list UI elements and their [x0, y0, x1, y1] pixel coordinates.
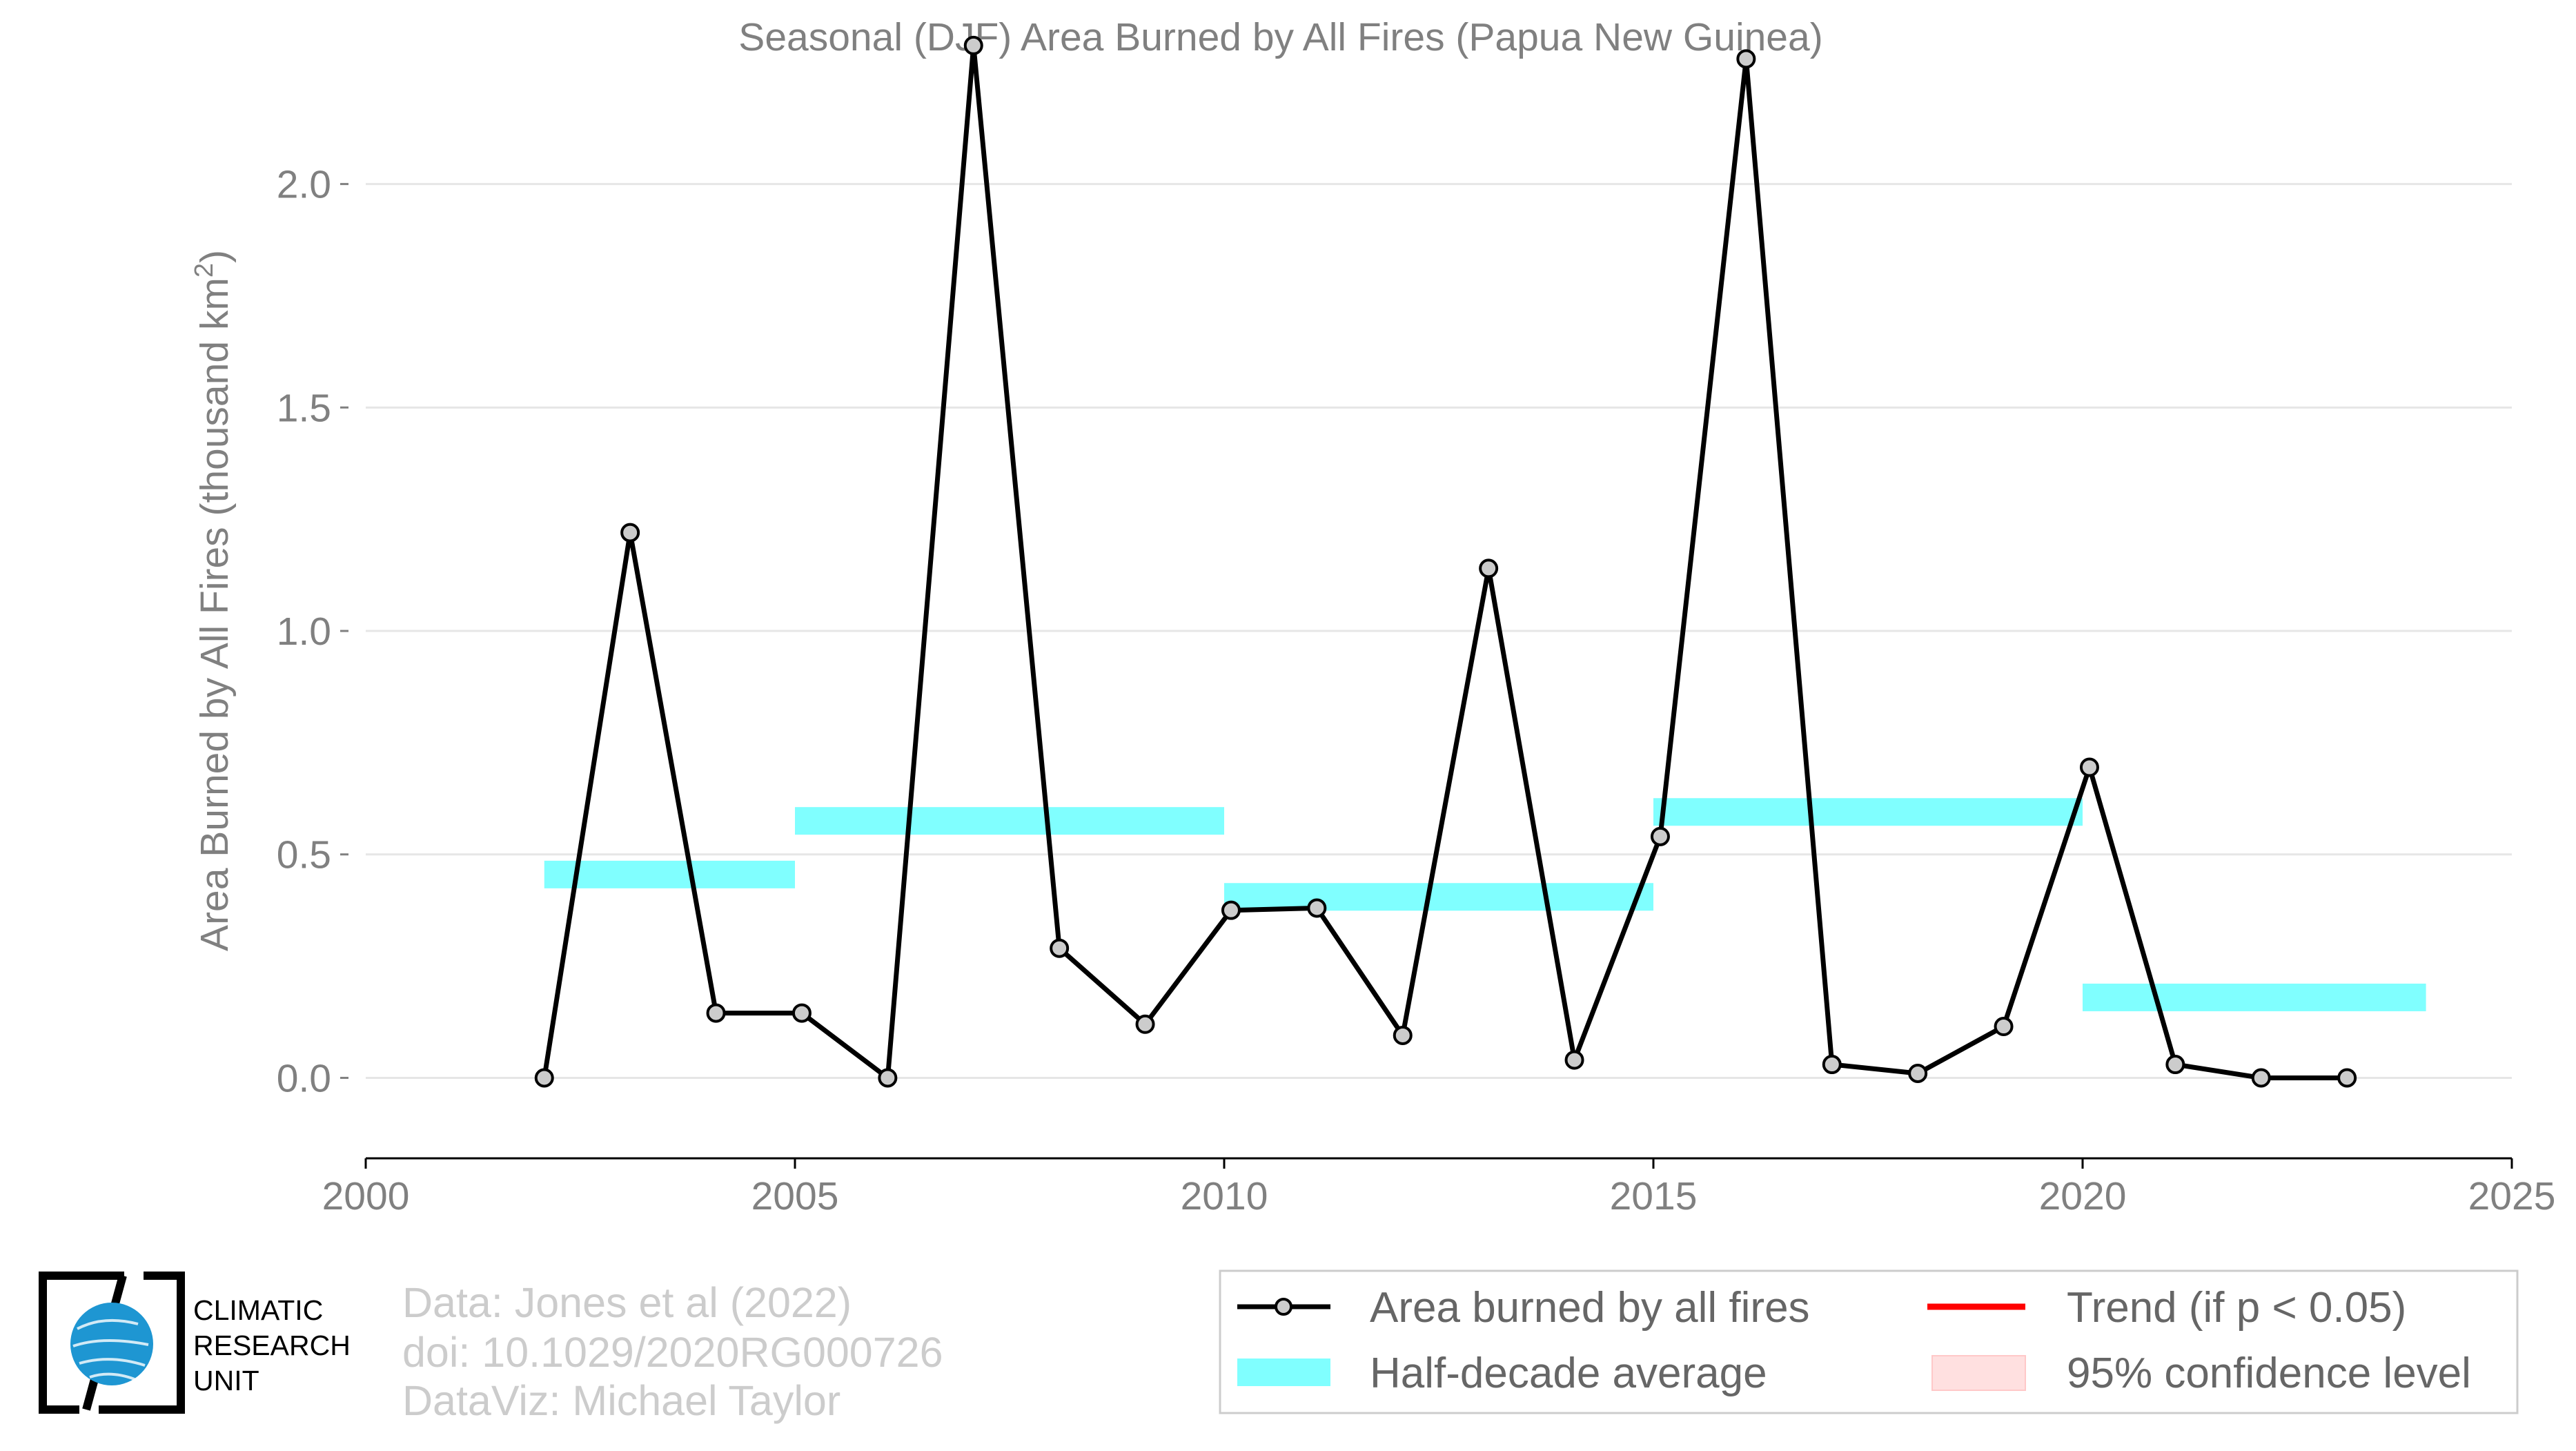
data-point-marker: [1822, 1055, 1842, 1075]
legend-half-decade-icon: [1237, 1359, 1330, 1386]
cru-logo: CLIMATIC RESEARCH UNIT: [39, 1272, 351, 1414]
data-point-marker: [706, 1003, 726, 1023]
logo-text-research: RESEARCH: [193, 1330, 351, 1361]
chart-title: Seasonal (DJF) Area Burned by All Fires …: [738, 15, 1822, 59]
data-point-marker: [878, 1068, 898, 1088]
legend-marker-icon: [1275, 1298, 1292, 1316]
y-axis-label-main: Area Burned by All Fires (thousand km: [193, 277, 237, 951]
x-tick-label: 2000: [322, 1174, 410, 1218]
x-tick-label: 2015: [1610, 1174, 1698, 1218]
data-point-marker: [792, 1003, 812, 1023]
credit-data-source: Data: Jones et al (2022): [402, 1279, 852, 1326]
x-tick-label: 2005: [751, 1174, 839, 1218]
series-markers: [534, 35, 2357, 1088]
logo-text-unit: UNIT: [193, 1365, 259, 1396]
half-decade-average-bars: [544, 798, 2426, 1011]
legend-label-confidence: 95% confidence level: [2067, 1350, 2471, 1397]
data-point-marker: [963, 35, 983, 55]
data-point-marker: [1221, 900, 1241, 920]
logo-text-climatic: CLIMATIC: [193, 1294, 323, 1326]
data-point-marker: [1908, 1063, 1928, 1083]
y-tick-label: 2.0: [277, 163, 331, 207]
data-point-marker: [1393, 1025, 1413, 1045]
data-point-marker: [534, 1068, 554, 1088]
y-axis-label: Area Burned by All Fires (thousand km2): [190, 250, 237, 951]
x-tick-label: 2020: [2039, 1174, 2127, 1218]
legend-confidence-icon: [1931, 1355, 2026, 1391]
data-point-marker: [2251, 1068, 2271, 1088]
data-point-marker: [1479, 558, 1499, 578]
data-point-marker: [1994, 1017, 2014, 1037]
half-decade-average-bar: [1224, 883, 1653, 911]
data-point-marker: [1650, 826, 1670, 846]
legend-label-area-burned: Area burned by all fires: [1370, 1284, 1810, 1332]
x-tick-label: 2010: [1181, 1174, 1268, 1218]
legend: Area burned by all fires Trend (if p < 0…: [1219, 1269, 2519, 1414]
data-point-marker: [1736, 49, 1756, 69]
y-tick-label: 1.5: [277, 386, 331, 430]
logo-left-bracket: [39, 1272, 124, 1414]
gridlines: [366, 183, 2512, 1079]
legend-label-trend: Trend (if p < 0.05): [2067, 1284, 2406, 1332]
data-point-marker: [2337, 1068, 2357, 1088]
y-axis-label-close: ): [193, 250, 237, 263]
series-line: [542, 43, 2348, 1080]
legend-box: [1219, 1269, 2519, 1414]
data-point-marker: [620, 523, 640, 543]
x-axis-ticks: 2000 2005 2010 2015 2020 2025: [322, 1158, 2556, 1218]
y-tick-label: 0.0: [277, 1056, 331, 1100]
data-point-marker: [1307, 898, 1327, 918]
logo-right-bracket: [99, 1272, 185, 1414]
data-point-marker: [1564, 1050, 1584, 1070]
half-decade-average-bar: [2083, 983, 2426, 1011]
half-decade-average-bar: [795, 807, 1224, 835]
area-burned-line: [542, 43, 2348, 1080]
legend-label-half-decade: Half-decade average: [1370, 1350, 1767, 1397]
data-point-marker: [1050, 938, 1070, 958]
x-tick-label: 2025: [2468, 1174, 2556, 1218]
data-point-marker: [2079, 757, 2099, 777]
data-point-marker: [1135, 1014, 1155, 1034]
y-tick-label: 0.5: [277, 833, 331, 877]
y-tick-label: 1.0: [277, 610, 331, 654]
data-point-marker: [2165, 1055, 2185, 1075]
half-decade-average-bar: [544, 860, 795, 888]
credit-doi: doi: 10.1029/2020RG000726: [402, 1329, 943, 1376]
credit-dataviz: DataViz: Michael Taylor: [402, 1377, 840, 1424]
globe-lines: [72, 1318, 149, 1381]
y-axis-label-superscript: 2: [190, 263, 219, 277]
y-axis-ticks: 0.0 0.5 1.0 1.5 2.0: [277, 163, 348, 1100]
half-decade-average-bar: [1653, 798, 2083, 826]
